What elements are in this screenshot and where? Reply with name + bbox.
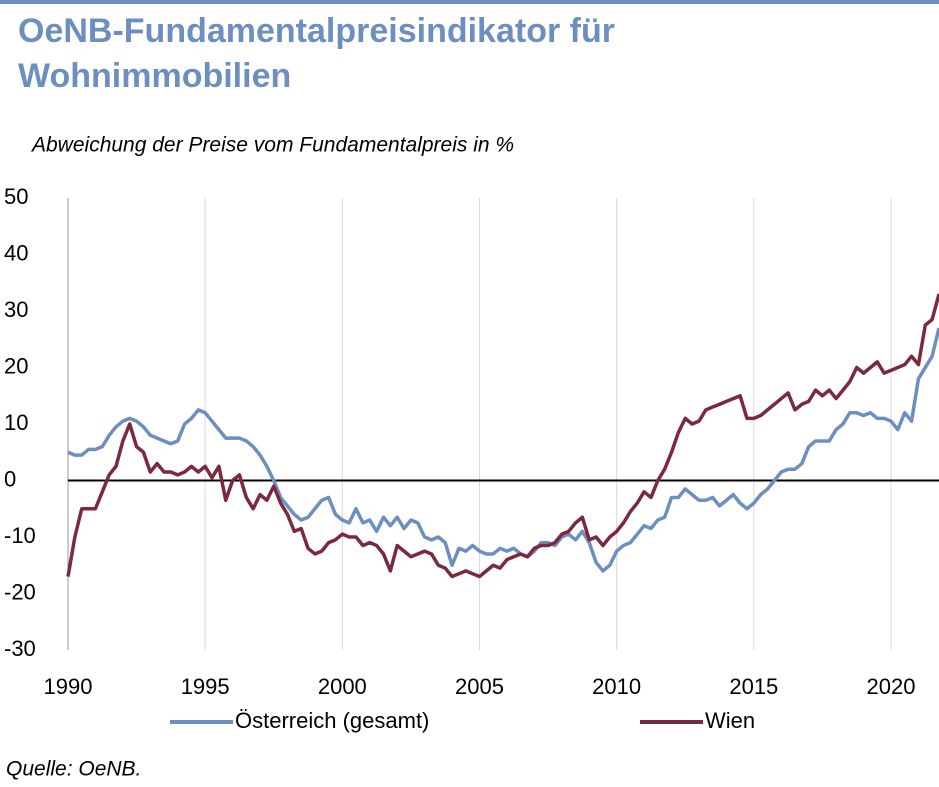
y-tick-label: 40 xyxy=(4,240,28,265)
y-tick-label: -20 xyxy=(4,579,36,604)
x-tick-label: 2005 xyxy=(455,674,504,699)
y-tick-label: 0 xyxy=(4,466,16,491)
top-rule xyxy=(0,0,939,4)
x-tick-label: 2015 xyxy=(729,674,778,699)
y-tick-label: 30 xyxy=(4,297,28,322)
legend-label: Wien xyxy=(705,708,755,733)
y-tick-label: -10 xyxy=(4,523,36,548)
x-tick-label: 2020 xyxy=(867,674,916,699)
y-tick-label: 20 xyxy=(4,353,28,378)
series-line xyxy=(66,293,939,579)
chart-title: Wohnimmobilien xyxy=(18,57,291,95)
y-tick-label: -30 xyxy=(4,636,36,661)
x-tick-label: 1990 xyxy=(44,674,93,699)
y-tick-label: 50 xyxy=(4,184,28,209)
source: Quelle: OeNB. xyxy=(6,758,141,781)
chart-subtitle: Abweichung der Preise vom Fundamentalpre… xyxy=(30,134,514,157)
legend-label: Österreich (gesamt) xyxy=(235,708,429,733)
series-line xyxy=(67,327,939,573)
chart-title: OeNB-Fundamentalpreisindikator für xyxy=(18,12,615,50)
y-tick-label: 10 xyxy=(4,410,28,435)
x-tick-label: 2000 xyxy=(318,674,367,699)
x-tick-label: 2010 xyxy=(592,674,641,699)
x-tick-label: 1995 xyxy=(181,674,230,699)
